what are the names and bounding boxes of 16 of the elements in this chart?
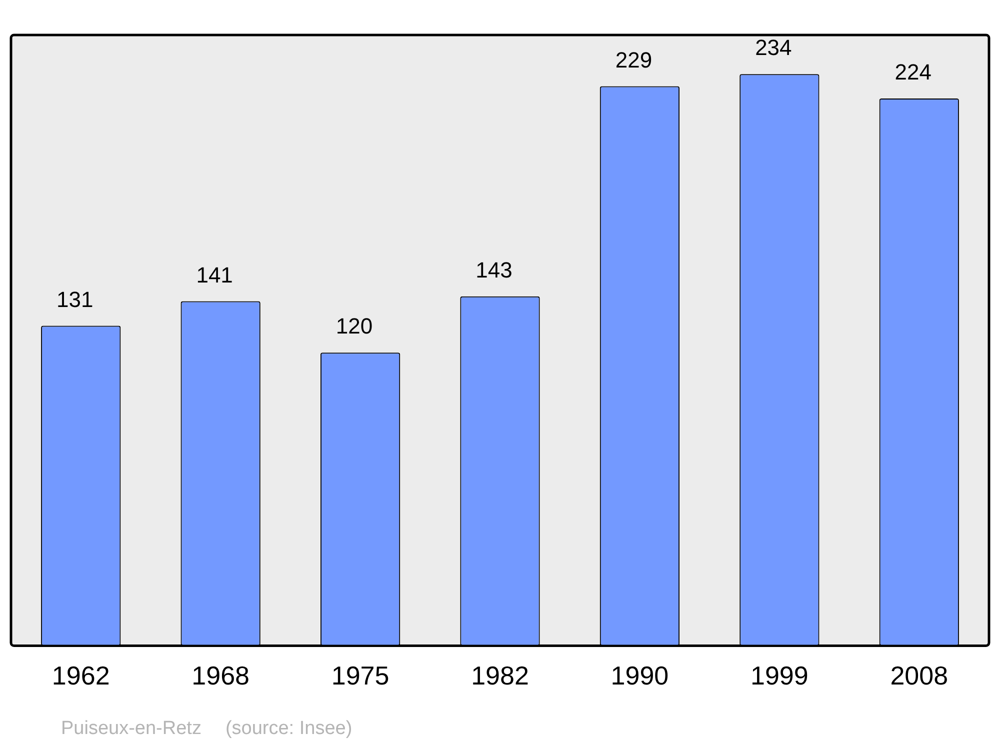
x-tick-label: 1999 — [750, 660, 808, 691]
data-label: 234 — [755, 35, 792, 60]
x-tick-label: 2008 — [890, 660, 948, 691]
data-label: 143 — [476, 257, 512, 282]
x-tick-label: 1962 — [52, 660, 110, 691]
text: (source: Insee) — [225, 718, 352, 739]
data-label: 120 — [336, 314, 373, 339]
x-tick-label: 1982 — [471, 660, 529, 691]
x-tick-label: 1968 — [192, 660, 250, 691]
x-tick-label: 1975 — [331, 660, 390, 691]
text: Puiseux-en-Retz — [61, 718, 202, 739]
data-label: 141 — [196, 262, 233, 288]
data-label: 131 — [56, 286, 94, 312]
x-tick-label: 1990 — [610, 660, 669, 691]
data-label: 229 — [615, 47, 652, 72]
data-label: 224 — [894, 60, 932, 85]
